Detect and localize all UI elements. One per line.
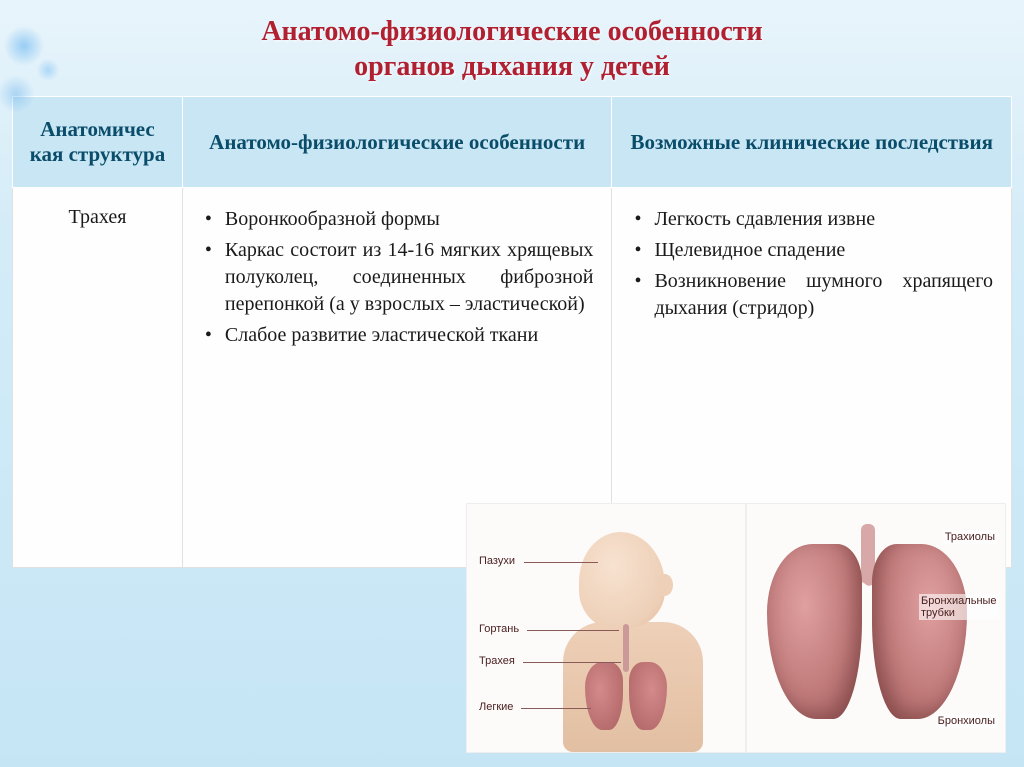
lung-detail-illustration: Трахиолы Бронхиальные трубки Бронхиолы bbox=[746, 503, 1006, 753]
big-lung-right-shape bbox=[872, 544, 967, 719]
leader-line bbox=[523, 662, 621, 663]
list-item: Возникновение шумного храпящего дыхания … bbox=[654, 268, 993, 322]
trachea-shape bbox=[623, 624, 629, 672]
cell-structure: Трахея bbox=[13, 188, 183, 568]
slide-title: Анатомо-физиологические особенности орга… bbox=[0, 0, 1024, 92]
features-table: Анатомичес кая структура Анатомо-физиоло… bbox=[12, 96, 1012, 568]
list-item: Легкость сдавления извне bbox=[654, 206, 993, 233]
list-item: Воронкообразной формы bbox=[225, 206, 594, 233]
consequences-list: Легкость сдавления извне Щелевидное спад… bbox=[630, 206, 993, 322]
label-trachea: Трахея bbox=[479, 655, 515, 667]
list-item: Щелевидное спадение bbox=[654, 237, 993, 264]
anatomy-diagram: Пазухи Гортань Трахея Легкие Трахиолы Бр… bbox=[466, 503, 1006, 753]
list-item: Слабое развитие эластической ткани bbox=[225, 322, 594, 349]
decorative-sparkle bbox=[0, 10, 80, 130]
header-consequences: Возможные клинические последствия bbox=[612, 97, 1012, 188]
child-illustration: Пазухи Гортань Трахея Легкие bbox=[466, 503, 746, 753]
child-head-shape bbox=[579, 532, 665, 628]
label-bronchioles: Бронхиолы bbox=[936, 714, 997, 728]
header-features: Анатомо-физиологические особенности bbox=[182, 97, 612, 188]
label-bronchial-tubes: Бронхиальные трубки bbox=[919, 594, 999, 620]
leader-line bbox=[521, 708, 591, 709]
features-list: Воронкообразной формы Каркас состоит из … bbox=[201, 206, 594, 349]
leader-line bbox=[524, 562, 598, 563]
title-line-2: органов дыхания у детей bbox=[354, 51, 670, 82]
child-ear-shape bbox=[657, 574, 673, 596]
leader-line bbox=[527, 630, 619, 631]
label-larynx: Гортань bbox=[479, 623, 519, 635]
lung-left-shape bbox=[585, 662, 623, 730]
label-trachioles: Трахиолы bbox=[943, 530, 997, 544]
label-lungs: Легкие bbox=[479, 701, 513, 713]
list-item: Каркас состоит из 14-16 мягких хрящевых … bbox=[225, 237, 594, 318]
big-lung-left-shape bbox=[767, 544, 862, 719]
title-line-1: Анатомо-физиологические особенности bbox=[261, 16, 762, 47]
label-sinuses: Пазухи bbox=[479, 555, 515, 567]
